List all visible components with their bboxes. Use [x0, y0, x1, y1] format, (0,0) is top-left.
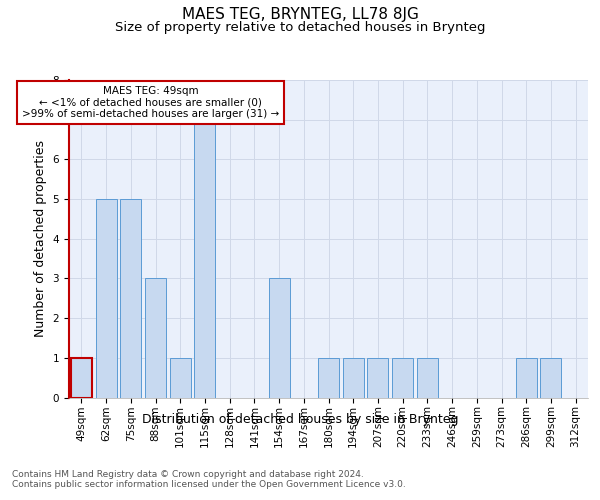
- Text: Distribution of detached houses by size in Brynteg: Distribution of detached houses by size …: [142, 412, 458, 426]
- Bar: [318, 358, 339, 398]
- Y-axis label: Number of detached properties: Number of detached properties: [34, 140, 47, 337]
- Bar: [367, 358, 388, 398]
- Bar: [417, 358, 438, 398]
- Text: Contains HM Land Registry data © Crown copyright and database right 2024.
Contai: Contains HM Land Registry data © Crown c…: [12, 470, 406, 490]
- Bar: [71, 358, 92, 398]
- Bar: [516, 358, 537, 398]
- Bar: [343, 358, 364, 398]
- Bar: [194, 120, 215, 398]
- Bar: [120, 199, 141, 398]
- Bar: [392, 358, 413, 398]
- Bar: [269, 278, 290, 398]
- Bar: [541, 358, 562, 398]
- Bar: [145, 278, 166, 398]
- Text: MAES TEG: 49sqm
← <1% of detached houses are smaller (0)
>99% of semi-detached h: MAES TEG: 49sqm ← <1% of detached houses…: [22, 86, 279, 119]
- Bar: [95, 199, 116, 398]
- Text: MAES TEG, BRYNTEG, LL78 8JG: MAES TEG, BRYNTEG, LL78 8JG: [182, 8, 418, 22]
- Text: Size of property relative to detached houses in Brynteg: Size of property relative to detached ho…: [115, 21, 485, 34]
- Bar: [170, 358, 191, 398]
